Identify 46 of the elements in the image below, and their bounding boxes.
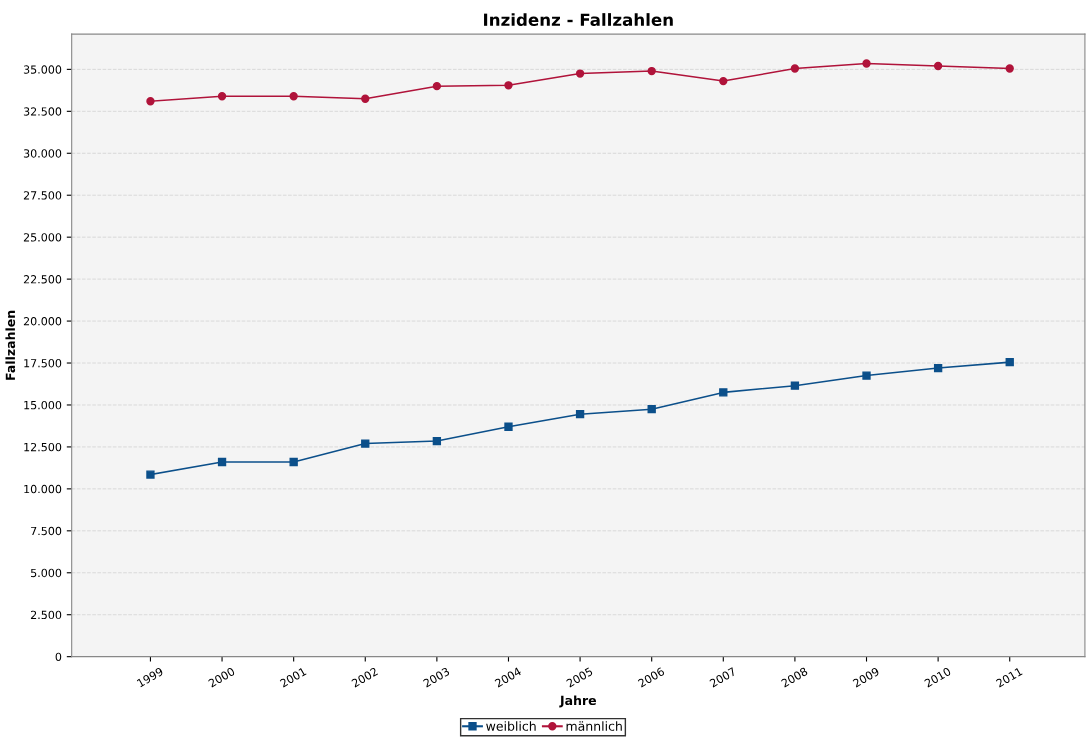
- y-tick-label: 27.500: [23, 191, 62, 200]
- point: [361, 94, 370, 103]
- y-tick-label: 12.500: [24, 442, 62, 452]
- point: [1005, 64, 1014, 73]
- point: [647, 66, 656, 76]
- point: [933, 363, 943, 373]
- y-tick-label: 22.500: [23, 275, 62, 284]
- legend-label: weiblich: [486, 721, 536, 731]
- point: [217, 457, 227, 467]
- y-tick-label: 32.500: [23, 107, 62, 116]
- x-axis-title: Jahre: [559, 695, 596, 708]
- point: [504, 422, 513, 431]
- y-tick-label: 17.500: [24, 358, 62, 368]
- point: [933, 61, 943, 71]
- point: [146, 97, 155, 106]
- point: [289, 92, 298, 101]
- point: [862, 59, 871, 68]
- y-tick-label: 25.000: [23, 233, 62, 242]
- y-axis-title: Fallzahlen: [5, 310, 16, 380]
- y-tick-label: 35.000: [23, 65, 62, 74]
- point: [1005, 358, 1014, 367]
- y-tick-label: 20.000: [23, 317, 62, 326]
- point: [217, 92, 227, 101]
- point: [790, 381, 800, 390]
- point: [719, 76, 728, 86]
- point: [504, 81, 513, 90]
- point: [575, 410, 585, 419]
- chart-title: Inzidenz - Fallzahlen: [484, 13, 673, 27]
- point: [790, 64, 800, 73]
- y-tick-label: 15.000: [24, 400, 62, 410]
- point: [289, 457, 298, 467]
- y-tick-label: 2.500: [30, 610, 62, 620]
- y-tick-label: 0: [55, 652, 62, 662]
- point: [719, 388, 728, 397]
- point: [361, 439, 370, 448]
- point: [862, 371, 871, 380]
- point: [432, 436, 442, 446]
- legend-label: männlich: [566, 721, 622, 731]
- point: [146, 470, 155, 479]
- point: [432, 81, 442, 91]
- y-tick-label: 7.500: [31, 526, 62, 536]
- point: [647, 404, 656, 414]
- y-tick-label: 10.000: [24, 484, 62, 494]
- y-tick-label: 30.000: [23, 149, 62, 158]
- y-tick-label: 5.000: [31, 568, 62, 578]
- point: [575, 69, 585, 78]
